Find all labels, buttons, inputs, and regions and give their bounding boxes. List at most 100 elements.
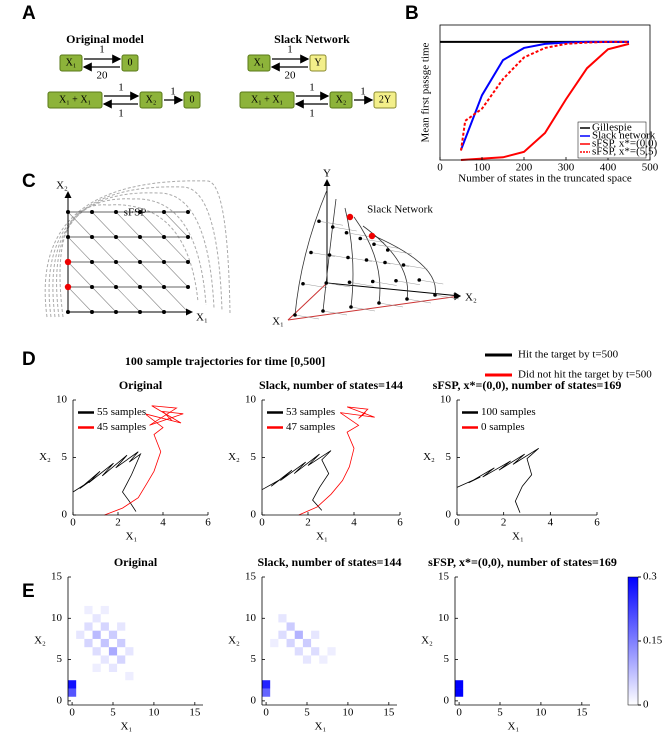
y-axis-label: X₂ <box>39 451 51 463</box>
rate: 1 <box>99 44 105 56</box>
species-box <box>247 54 271 72</box>
series-line <box>460 40 629 151</box>
chart-title: Original <box>119 378 163 392</box>
heat-cell <box>108 630 118 639</box>
heat-cell <box>302 638 312 648</box>
state <box>383 260 387 265</box>
edge <box>371 234 436 296</box>
x-axis-label: X₁ <box>508 721 520 733</box>
heat-cell <box>319 655 328 664</box>
edge <box>139 211 165 238</box>
state <box>66 310 70 314</box>
y-tick-label: 5 <box>444 653 450 665</box>
y-axis-label: X₂ <box>228 451 240 463</box>
edge <box>347 257 373 262</box>
y-axis-label: X₂ <box>423 451 435 463</box>
legend-box <box>265 403 335 437</box>
x-tick-label: 5 <box>304 707 310 719</box>
heat-cell <box>125 671 134 681</box>
y-tick-label: 0 <box>62 509 68 521</box>
heat-cell <box>286 638 295 648</box>
edge <box>373 244 399 249</box>
series-line <box>460 42 630 161</box>
x-tick-label: 10 <box>342 707 354 719</box>
x-tick-label: 5 <box>497 707 503 719</box>
species: 0 <box>128 57 133 68</box>
heat-cell <box>262 680 271 689</box>
heat-cell <box>84 622 93 631</box>
state <box>162 310 166 314</box>
edge <box>115 261 141 288</box>
x-tick-label: 6 <box>397 517 403 529</box>
legend-label: 53 samples <box>286 406 335 418</box>
colorbar <box>627 576 639 706</box>
edge <box>326 282 351 288</box>
species: Y <box>314 57 321 68</box>
y-axis-label: Mean first passge time <box>420 42 432 142</box>
legend-label: 0 samples <box>481 421 525 433</box>
y-tick-label: 10 <box>245 394 257 406</box>
state <box>138 210 142 214</box>
axis-label: X₂ <box>465 292 477 304</box>
state <box>138 260 142 264</box>
state <box>90 235 94 239</box>
edge <box>163 261 189 288</box>
edge <box>139 286 165 313</box>
species: X₂ <box>336 94 347 105</box>
heat-cell <box>270 638 279 648</box>
heat-cell <box>68 688 77 697</box>
edge <box>91 286 117 313</box>
state <box>385 248 390 252</box>
x-axis-label: X₁ <box>315 721 327 733</box>
rate: 1 <box>170 86 176 98</box>
state <box>138 310 142 314</box>
heat-cell <box>76 630 85 639</box>
heat-cell <box>92 614 101 623</box>
heat-cell <box>302 655 312 664</box>
edge <box>67 261 93 288</box>
edge <box>139 261 165 288</box>
edge <box>91 261 117 288</box>
state <box>114 285 118 289</box>
species: X₁ + X₁ <box>59 94 91 105</box>
rate: 20 <box>285 70 297 82</box>
heat-cell <box>117 638 126 648</box>
state <box>186 235 190 239</box>
species-box <box>373 91 397 109</box>
heat-cell <box>100 622 109 631</box>
species-box <box>309 54 327 72</box>
x-tick-label: 6 <box>205 517 211 529</box>
heat-cell <box>455 688 464 697</box>
rate: 1 <box>360 86 366 98</box>
edge <box>406 298 432 304</box>
y-tick-label: 5 <box>57 653 63 665</box>
state <box>349 305 353 309</box>
y-tick-label: 5 <box>62 451 68 463</box>
chart-title: sFSP, x*=(0,0), number of states=169 <box>428 555 617 569</box>
state <box>417 278 422 282</box>
heat-cell <box>311 630 320 639</box>
y-tick-label: 0 <box>444 694 450 706</box>
rate: 1 <box>118 108 124 120</box>
heat-cell <box>294 630 303 639</box>
state <box>114 210 118 214</box>
chart-title: Slack, number of states=144 <box>259 378 403 392</box>
x-tick-label: 4 <box>548 517 554 529</box>
state <box>324 281 329 285</box>
state <box>370 279 375 284</box>
chart: Original 0 5 10 15 0 5 10 15 X₁ X₂ <box>34 555 203 733</box>
edge <box>366 259 391 265</box>
y-tick-label: 10 <box>440 394 452 406</box>
state <box>394 278 398 283</box>
state <box>301 281 305 286</box>
edge <box>384 262 410 267</box>
edge <box>350 306 376 312</box>
legend-label: Gillespie <box>592 122 632 134</box>
heat-cell <box>455 680 464 689</box>
x-axis-label: X₁ <box>121 721 133 733</box>
y-tick-label: 15 <box>438 571 450 583</box>
chart-title: sFSP, x*=(0,0), number of states=169 <box>433 378 622 392</box>
species: X₂ <box>146 94 157 105</box>
legend-box <box>76 403 146 437</box>
